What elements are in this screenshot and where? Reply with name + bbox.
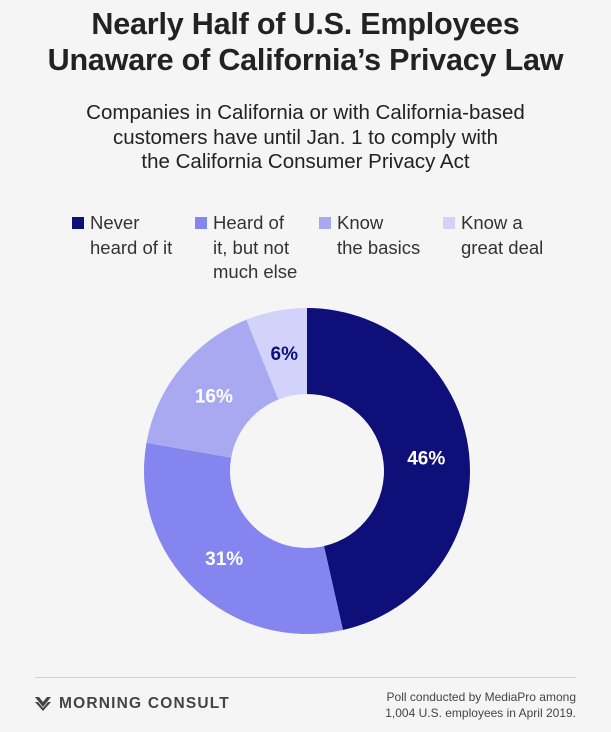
chart-subtitle-line-2: customers have until Jan. 1 to comply wi… — [112, 125, 499, 149]
source-note-line-1: Poll conducted by MediaPro among — [386, 690, 576, 704]
chart-subtitle-line-1: Companies in California or with Californ… — [86, 101, 525, 124]
legend-label-know-great-deal: Know a great deal — [461, 211, 543, 260]
chart-title-line-2: Unaware of California’s Privacy Law — [47, 43, 564, 77]
brand-logo: MORNING CONSULT — [35, 695, 230, 713]
legend-swatch-know-basics — [319, 217, 331, 229]
source-note-line-2: 1,004 U.S. employees in April 2019. — [385, 706, 576, 720]
brand-name: MORNING CONSULT — [59, 695, 230, 712]
donut-slice-know-great-deal — [246, 308, 307, 400]
legend-swatch-never-heard — [72, 217, 84, 229]
footer-divider — [35, 677, 576, 678]
legend-label-never-heard: Never heard of it — [90, 211, 172, 260]
legend-label-line: Know — [337, 212, 384, 233]
morning-consult-chevron-logo-icon — [35, 697, 51, 711]
data-label-never-heard: 46% — [407, 449, 445, 470]
legend-label-line: it, but not — [213, 236, 290, 258]
legend-item-heard-of-it: Heard of it, but not much else — [195, 211, 297, 285]
chart-subtitle: Companies in California or with Californ… — [0, 101, 611, 175]
chart-subtitle-line-3: the California Consumer Privacy Act — [141, 150, 470, 173]
legend-label-line: Never — [90, 212, 140, 233]
chart-title-line-1: Nearly Half of U.S. Employees — [91, 7, 520, 41]
data-label-know-basics: 16% — [195, 386, 233, 407]
donut-slice-heard-of-it — [143, 442, 343, 634]
source-note: Poll conducted by MediaPro among 1,004 U… — [385, 689, 576, 721]
legend-item-know-basics: Know the basics — [319, 211, 420, 260]
legend-label-line: heard of it — [90, 236, 173, 258]
legend-label-line: Know a — [461, 212, 523, 233]
legend-label-know-basics: Know the basics — [337, 211, 420, 260]
legend-label-line: Heard of — [213, 212, 284, 233]
donut-slice-know-basics — [146, 319, 279, 458]
legend-label-heard-of-it: Heard of it, but not much else — [213, 211, 297, 285]
chart-legend: Never heard of it Heard of it, but not m… — [0, 211, 611, 291]
data-label-heard-of-it: 31% — [205, 549, 243, 570]
data-label-know-great-deal: 6% — [271, 344, 299, 365]
legend-label-line: much else — [213, 261, 298, 282]
legend-item-know-great-deal: Know a great deal — [443, 211, 543, 260]
legend-label-line: the basics — [337, 236, 421, 258]
legend-swatch-heard-of-it — [195, 217, 207, 229]
legend-swatch-know-great-deal — [443, 217, 455, 229]
legend-item-never-heard: Never heard of it — [72, 211, 172, 260]
legend-label-line: great deal — [461, 236, 544, 258]
donut-slice-never-heard — [307, 308, 470, 630]
chart-title: Nearly Half of U.S. Employees Unaware of… — [0, 6, 611, 78]
